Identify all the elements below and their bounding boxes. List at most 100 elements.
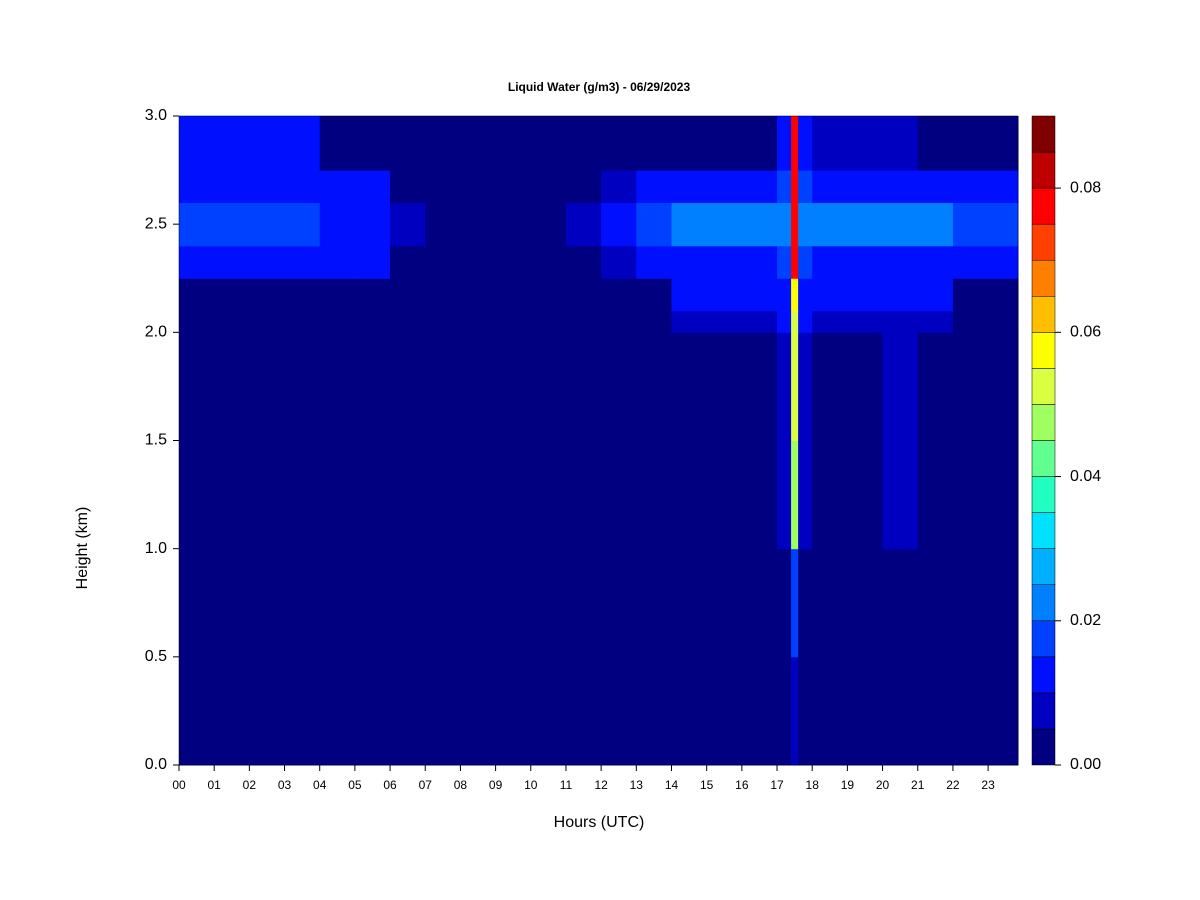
contour-cell <box>565 278 602 312</box>
colorbar-segment <box>1031 296 1056 333</box>
contour-cell <box>706 656 743 766</box>
contour-cell <box>847 245 884 279</box>
contour-cell <box>636 656 672 766</box>
x-tick-label: 08 <box>454 778 468 792</box>
contour-cell <box>284 332 321 441</box>
contour-cell <box>812 278 848 312</box>
contour-cell <box>249 332 286 441</box>
contour-cell <box>812 548 848 658</box>
contour-cell <box>601 116 637 171</box>
y-tick-label: 2.5 <box>145 215 167 232</box>
contour-cell <box>179 440 215 550</box>
contour-cell <box>671 202 708 247</box>
contour-cell <box>636 278 672 312</box>
x-tick-label: 21 <box>911 778 925 792</box>
contour-cell <box>706 202 743 247</box>
contour-cell <box>882 116 919 171</box>
contour-cell <box>179 245 215 279</box>
contour-cell <box>671 332 708 441</box>
contour-cell <box>390 656 426 766</box>
colorbar-segment <box>1031 728 1056 766</box>
contour-cell <box>798 548 813 658</box>
contour-cell <box>917 440 954 550</box>
y-tick-label: 1.5 <box>145 432 167 449</box>
contour-cell <box>791 278 799 312</box>
colorbar-segment <box>1031 368 1056 405</box>
contour-cell <box>706 278 743 312</box>
contour-cell <box>601 170 637 204</box>
contour-cell <box>636 548 672 658</box>
contour-cell <box>284 202 321 247</box>
contour-cell <box>214 278 250 312</box>
contour-cell <box>179 202 215 247</box>
x-tick-label: 03 <box>278 778 292 792</box>
contour-cell <box>671 245 708 279</box>
x-tick-label: 10 <box>524 778 538 792</box>
contour-cell <box>917 548 954 658</box>
contour-cell <box>284 116 321 171</box>
contour-cell <box>565 170 602 204</box>
x-tick-label: 15 <box>700 778 714 792</box>
contour-cell <box>565 332 602 441</box>
contour-cell <box>354 170 391 204</box>
contour-cell <box>354 116 391 171</box>
contour-cell <box>601 332 637 441</box>
x-tick-label: 14 <box>665 778 679 792</box>
contour-cell <box>179 548 215 658</box>
y-tick-label: 0.0 <box>145 756 167 773</box>
contour-cell <box>214 310 250 333</box>
x-tick-label: 07 <box>419 778 433 792</box>
contour-cell <box>882 656 919 766</box>
x-axis-label: Hours (UTC) <box>554 814 645 831</box>
contour-cell <box>847 202 884 247</box>
contour-cell <box>777 310 792 333</box>
contour-cell <box>284 310 321 333</box>
x-tick-label: 05 <box>348 778 362 792</box>
contour-cell <box>777 548 792 658</box>
contour-cell <box>249 116 286 171</box>
contour-cell <box>390 278 426 312</box>
contour-cell <box>777 332 792 441</box>
contour-cell <box>354 278 391 312</box>
contour-cell <box>791 116 799 171</box>
contour-cell <box>214 440 250 550</box>
contour-cell <box>791 245 799 279</box>
contour-cell <box>917 278 954 312</box>
colorbar-segment <box>1031 440 1056 477</box>
contour-cell <box>284 170 321 204</box>
contour-cell <box>565 245 602 279</box>
contour-cell <box>741 278 778 312</box>
y-tick-label: 3.0 <box>145 107 167 124</box>
contour-cell <box>812 656 848 766</box>
contour-cell <box>706 310 743 333</box>
contour-cell <box>847 116 884 171</box>
contour-cell <box>882 202 919 247</box>
contour-cell <box>319 278 356 312</box>
colorbar-segment <box>1031 512 1056 549</box>
contour-cell <box>882 548 919 658</box>
contour-cell <box>798 202 813 247</box>
contour-cell <box>319 170 356 204</box>
contour-cell <box>882 332 919 441</box>
contour-cell <box>952 310 1019 333</box>
contour-cell <box>425 116 567 171</box>
contour-cell <box>798 245 813 279</box>
contour-cell <box>882 440 919 550</box>
colorbar-segment <box>1031 656 1056 694</box>
contour-cell <box>319 548 356 658</box>
contour-cell <box>636 116 672 171</box>
contour-cell <box>284 278 321 312</box>
contour-cell <box>601 278 637 312</box>
contour-cell <box>706 245 743 279</box>
contour-cell <box>179 278 215 312</box>
contour-cell <box>812 116 848 171</box>
colorbar-segment <box>1031 151 1056 189</box>
contour-cell <box>777 202 792 247</box>
contour-cell <box>798 310 813 333</box>
x-tick-label: 02 <box>243 778 257 792</box>
contour-cell <box>917 656 954 766</box>
contour-cell <box>847 278 884 312</box>
colorbar-tick-label: 0.02 <box>1070 612 1101 629</box>
contour-cell <box>741 656 778 766</box>
contour-cell <box>636 440 672 550</box>
